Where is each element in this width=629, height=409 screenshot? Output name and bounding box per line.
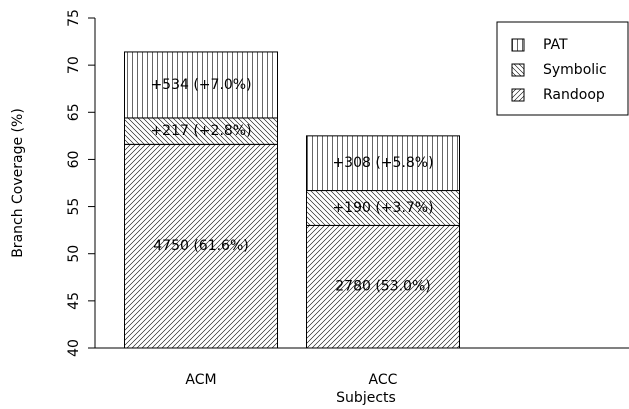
value-label: 2780 (53.0%) [335,279,430,295]
y-tick-label: 40 [66,339,82,357]
y-tick-label: 45 [66,292,82,310]
y-tick-label: 50 [66,245,82,263]
bar-segment [306,190,460,226]
value-label: +534 (+7.0%) [150,77,251,93]
x-tick-label: ACM [185,372,216,388]
x-axis-label: Subjects [336,390,396,406]
y-axis-label: Branch Coverage (%) [10,108,26,258]
legend-label: Symbolic [543,62,607,78]
value-label: +308 (+5.8%) [332,155,433,171]
bar-segment [124,51,278,119]
y-tick-label: 55 [66,198,82,216]
y-tick-label: 70 [66,56,82,74]
legend-swatch [511,63,525,77]
value-label: +190 (+3.7%) [332,200,433,216]
legend-swatch [511,38,525,52]
bar-segment [306,224,460,349]
value-label: 4750 (61.6%) [153,238,248,254]
bar-segment [306,135,460,192]
legend-label: Randoop [543,87,605,103]
y-tick-label: 75 [66,9,82,27]
y-tick-label: 65 [66,103,82,121]
x-tick-label: ACC [369,372,398,388]
legend-swatch [511,88,525,102]
bar-segment [124,117,278,145]
y-tick-label: 60 [66,151,82,169]
legend-label: PAT [543,37,568,53]
value-label: +217 (+2.8%) [150,123,251,139]
